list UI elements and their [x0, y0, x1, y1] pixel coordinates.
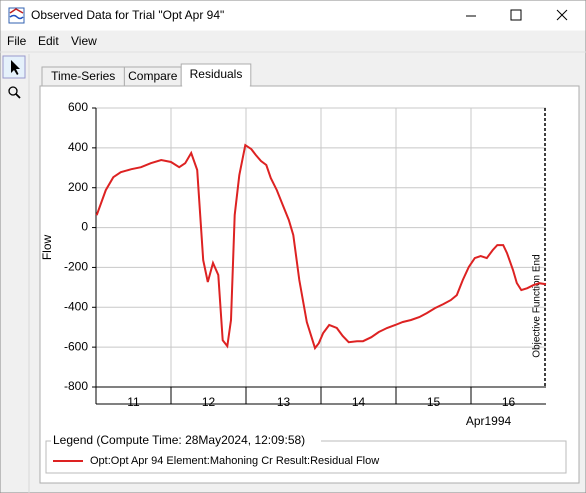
- legend-title-bg: [51, 434, 321, 448]
- y-tick-label: -400: [64, 299, 88, 313]
- x-caption: Apr1994: [466, 414, 512, 428]
- menu-item[interactable]: View: [71, 34, 97, 48]
- y-tick-label: -200: [64, 260, 88, 274]
- y-tick-label: -600: [64, 339, 88, 353]
- x-tick-label: 12: [202, 395, 216, 409]
- legend-label: Opt:Opt Apr 94 Element:Mahoning Cr Resul…: [90, 455, 379, 467]
- y-tick-label: 0: [81, 220, 88, 234]
- x-tick-label: 15: [427, 395, 441, 409]
- data-line: [95, 143, 547, 351]
- zoom-tool[interactable]: [8, 86, 21, 99]
- menu-bar: File Edit View: [7, 34, 97, 48]
- legend-title: Legend (Compute Time: 28May2024, 12:09:5…: [53, 433, 305, 447]
- tab-label[interactable]: Compare: [128, 69, 178, 83]
- tab-strip: Time-Series Compare Residuals: [41, 63, 252, 87]
- annotation: Objective Function End: [532, 254, 543, 357]
- menu-item[interactable]: Edit: [38, 34, 59, 48]
- maximize-button[interactable]: [510, 9, 522, 21]
- y-tick-label: -800: [64, 379, 88, 393]
- tab-label[interactable]: Time-Series: [51, 69, 115, 83]
- x-tick-label: 11: [127, 395, 140, 409]
- title-bar: [0, 0, 586, 31]
- close-button[interactable]: [556, 9, 568, 21]
- x-tick-label: 16: [502, 395, 516, 409]
- x-tick-label: 14: [352, 395, 366, 409]
- tab-label[interactable]: Residuals: [190, 67, 243, 81]
- window-title: Observed Data for Trial "Opt Apr 94": [31, 8, 224, 22]
- menu-item[interactable]: File: [7, 34, 27, 48]
- y-tick-label: 600: [68, 100, 88, 114]
- x-tick-label: 13: [277, 395, 291, 409]
- y-tick-label: 200: [68, 180, 88, 194]
- y-axis-label: Flow: [40, 235, 54, 261]
- y-tick-label: 400: [68, 140, 88, 154]
- toolbar: [2, 54, 30, 493]
- arrow-icon: [11, 60, 20, 75]
- app-icon: [8, 7, 25, 24]
- chart: -800 -600 -400 -200 0 200 400 600 11 12 13 14 15 16 Ap…: [40, 100, 547, 428]
